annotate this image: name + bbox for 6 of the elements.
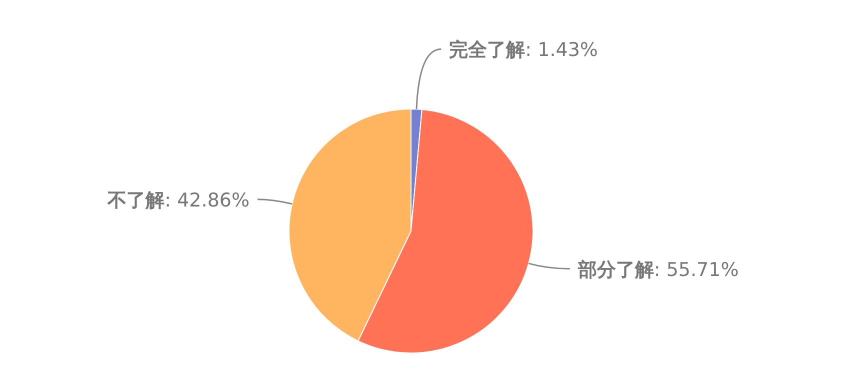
data-label: : 1.43% [525,39,598,62]
slice-label: 部分了解 [576,258,654,281]
slice-label: 完全了解 [449,39,526,62]
data-label: : 42.86% [164,189,250,212]
slice-label: 不了解 [106,189,165,212]
data-label: : 55.71% [654,258,739,281]
